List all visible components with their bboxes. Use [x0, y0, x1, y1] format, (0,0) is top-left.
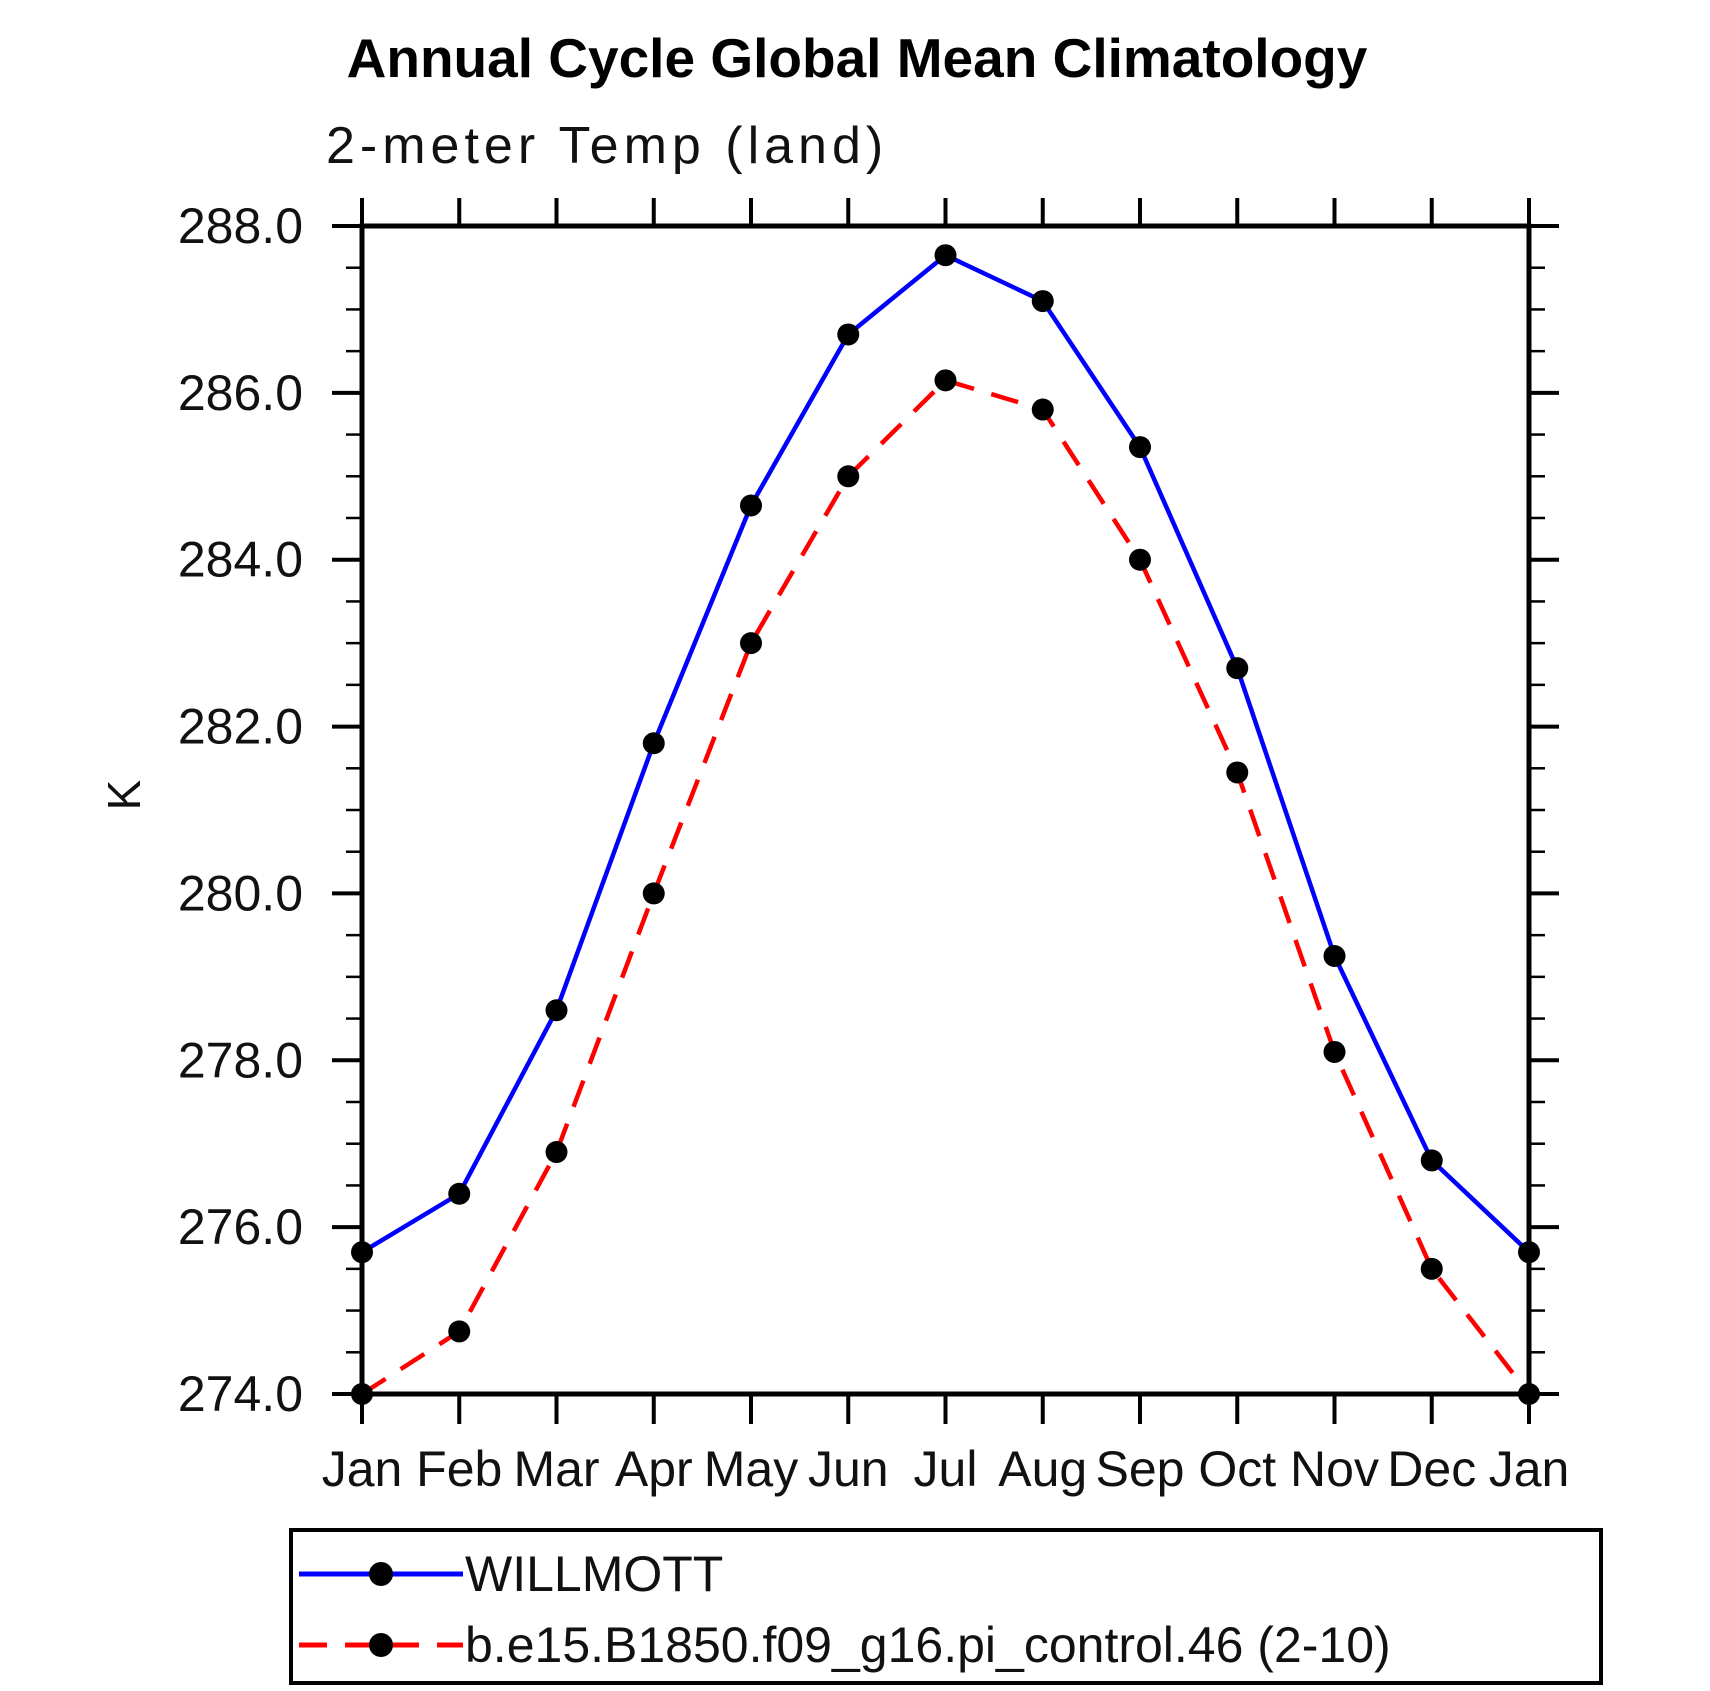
data-point-marker	[545, 1141, 568, 1164]
x-tick-label: Jan	[322, 1441, 403, 1497]
data-point-marker	[740, 632, 762, 655]
data-point-marker	[1226, 761, 1249, 784]
legend-sample-marker	[369, 1633, 393, 1657]
y-tick-label: 284.0	[178, 532, 303, 588]
y-tick-label: 278.0	[178, 1032, 303, 1088]
data-point-marker	[1518, 1383, 1540, 1405]
plot-border	[359, 223, 1532, 1397]
data-point-marker	[934, 369, 957, 392]
series-line-0	[360, 252, 1531, 1255]
legend-row-model: b.e15.B1850.f09_g16.pi_control.46 (2-10)	[293, 1617, 1599, 1673]
y-tick-label: 288.0	[178, 198, 303, 254]
legend-label-willmott: WILLMOTT	[465, 1546, 724, 1602]
x-tick-label: Jan	[1489, 1441, 1570, 1497]
x-tick-label: Feb	[416, 1441, 502, 1497]
data-point-marker	[1226, 657, 1249, 680]
x-tick-label: Apr	[615, 1441, 693, 1497]
x-tick-label: Sep	[1096, 1441, 1185, 1497]
x-tick-label: Aug	[998, 1441, 1087, 1497]
legend-sample-model-line-icon	[299, 1633, 463, 1657]
data-point-marker	[642, 732, 665, 755]
data-point-marker	[1518, 1241, 1540, 1264]
data-point-marker	[545, 999, 568, 1022]
data-point-marker	[642, 882, 665, 905]
legend-label-model: b.e15.B1850.f09_g16.pi_control.46 (2-10)	[465, 1617, 1391, 1673]
y-tick-label: 282.0	[178, 699, 303, 755]
y-tick-label: 280.0	[178, 865, 303, 921]
y-tick-label: 276.0	[178, 1199, 303, 1255]
legend-sample-marker	[369, 1562, 393, 1586]
legend-sample-willmott-line-icon	[299, 1562, 463, 1586]
x-tick-label: Dec	[1387, 1441, 1476, 1497]
chart-subtitle: 2-meter Temp (land)	[326, 117, 889, 175]
legend-row-willmott: WILLMOTT	[293, 1546, 1599, 1602]
y-tick-label: 274.0	[178, 1366, 303, 1422]
data-point-marker	[934, 244, 957, 267]
x-tick-label: Jul	[914, 1441, 978, 1497]
legend: WILLMOTT b.e15.B1850.f09_g16.pi_control.…	[289, 1528, 1603, 1685]
chart-title: Annual Cycle Global Mean Climatology	[346, 27, 1368, 89]
data-point-marker	[1129, 548, 1151, 571]
data-point-marker	[740, 494, 762, 517]
data-point-marker	[1420, 1257, 1443, 1280]
data-point-marker	[1323, 1040, 1346, 1063]
data-point-marker	[1420, 1149, 1443, 1172]
data-point-marker	[448, 1320, 471, 1343]
data-point-marker	[351, 1241, 373, 1264]
data-point-marker	[1323, 945, 1346, 967]
y-tick-label: 286.0	[178, 365, 303, 421]
x-tick-label: May	[704, 1441, 798, 1497]
data-point-marker	[1031, 290, 1054, 313]
data-point-marker	[837, 465, 860, 488]
x-tick-label: Jun	[808, 1441, 889, 1497]
data-point-marker	[1129, 436, 1151, 459]
series-line-1	[360, 377, 1531, 1396]
data-point-marker	[1031, 398, 1054, 421]
x-tick-label: Mar	[513, 1441, 599, 1497]
data-point-marker	[837, 323, 860, 346]
x-tick-label: Oct	[1198, 1441, 1276, 1497]
data-point-marker	[448, 1182, 471, 1205]
data-point-marker	[351, 1383, 373, 1405]
x-tick-label: Nov	[1290, 1441, 1379, 1497]
